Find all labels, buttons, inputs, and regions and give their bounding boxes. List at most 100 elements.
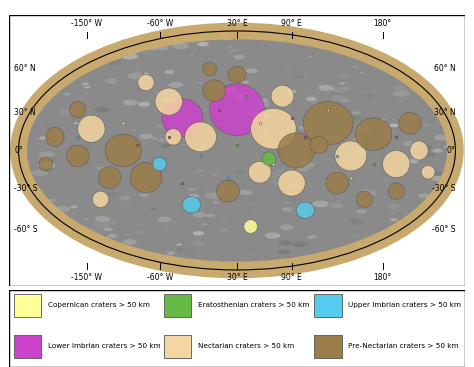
Ellipse shape bbox=[234, 142, 239, 144]
Ellipse shape bbox=[138, 102, 150, 106]
Ellipse shape bbox=[220, 88, 236, 94]
Ellipse shape bbox=[165, 129, 182, 145]
Ellipse shape bbox=[78, 115, 105, 142]
Ellipse shape bbox=[201, 146, 205, 148]
Ellipse shape bbox=[327, 158, 333, 160]
Ellipse shape bbox=[84, 218, 88, 219]
Ellipse shape bbox=[189, 194, 199, 198]
Ellipse shape bbox=[412, 161, 420, 164]
Ellipse shape bbox=[162, 99, 203, 137]
Ellipse shape bbox=[182, 248, 195, 253]
Ellipse shape bbox=[296, 166, 310, 172]
Ellipse shape bbox=[318, 84, 328, 88]
Ellipse shape bbox=[349, 218, 358, 222]
Text: Lower Imbrian craters > 50 km: Lower Imbrian craters > 50 km bbox=[48, 343, 161, 349]
Ellipse shape bbox=[278, 240, 292, 246]
Ellipse shape bbox=[39, 157, 53, 171]
Ellipse shape bbox=[310, 135, 314, 137]
Ellipse shape bbox=[356, 118, 392, 150]
Ellipse shape bbox=[186, 199, 201, 205]
Ellipse shape bbox=[356, 126, 370, 132]
Ellipse shape bbox=[70, 102, 86, 118]
Text: 30° E: 30° E bbox=[227, 273, 247, 282]
Ellipse shape bbox=[121, 206, 132, 210]
Ellipse shape bbox=[288, 222, 296, 226]
Ellipse shape bbox=[421, 166, 435, 179]
Ellipse shape bbox=[331, 95, 345, 101]
Ellipse shape bbox=[81, 113, 90, 117]
Ellipse shape bbox=[227, 46, 232, 48]
Ellipse shape bbox=[388, 204, 400, 209]
Ellipse shape bbox=[430, 171, 443, 176]
Text: -150° W: -150° W bbox=[71, 19, 102, 28]
Ellipse shape bbox=[236, 170, 246, 174]
Text: Upper Imbrian craters > 50 km: Upper Imbrian craters > 50 km bbox=[348, 302, 462, 308]
Ellipse shape bbox=[191, 169, 194, 170]
Ellipse shape bbox=[188, 53, 196, 56]
Ellipse shape bbox=[70, 206, 78, 208]
Ellipse shape bbox=[325, 100, 338, 106]
Ellipse shape bbox=[185, 122, 217, 152]
Ellipse shape bbox=[273, 235, 279, 237]
Ellipse shape bbox=[399, 116, 405, 118]
Ellipse shape bbox=[157, 124, 167, 128]
Ellipse shape bbox=[246, 207, 253, 209]
Ellipse shape bbox=[168, 82, 183, 88]
Ellipse shape bbox=[356, 209, 366, 214]
Ellipse shape bbox=[250, 164, 255, 167]
Ellipse shape bbox=[105, 79, 118, 84]
FancyBboxPatch shape bbox=[314, 335, 342, 358]
Ellipse shape bbox=[193, 231, 204, 236]
Ellipse shape bbox=[423, 124, 430, 127]
Text: Copernican craters > 50 km: Copernican craters > 50 km bbox=[48, 302, 150, 308]
Ellipse shape bbox=[370, 193, 375, 195]
FancyBboxPatch shape bbox=[164, 294, 191, 317]
Ellipse shape bbox=[248, 161, 271, 183]
Ellipse shape bbox=[123, 99, 138, 105]
Ellipse shape bbox=[225, 50, 229, 52]
Ellipse shape bbox=[262, 152, 276, 166]
Ellipse shape bbox=[310, 137, 328, 154]
Ellipse shape bbox=[351, 71, 358, 74]
Ellipse shape bbox=[280, 225, 294, 230]
Ellipse shape bbox=[222, 220, 227, 222]
Text: 0°: 0° bbox=[14, 146, 23, 155]
Text: Nectarian craters > 50 km: Nectarian craters > 50 km bbox=[198, 343, 294, 349]
Text: -60° S: -60° S bbox=[432, 225, 456, 234]
FancyBboxPatch shape bbox=[9, 290, 465, 367]
Ellipse shape bbox=[233, 55, 245, 59]
Ellipse shape bbox=[312, 201, 329, 207]
Ellipse shape bbox=[192, 212, 207, 218]
Ellipse shape bbox=[235, 93, 250, 99]
Ellipse shape bbox=[178, 179, 185, 182]
Ellipse shape bbox=[353, 66, 357, 68]
Ellipse shape bbox=[219, 179, 226, 182]
Ellipse shape bbox=[32, 170, 48, 176]
Ellipse shape bbox=[199, 191, 203, 193]
Ellipse shape bbox=[361, 189, 375, 195]
Ellipse shape bbox=[130, 163, 162, 193]
Ellipse shape bbox=[423, 146, 432, 149]
Ellipse shape bbox=[76, 225, 89, 230]
Ellipse shape bbox=[258, 98, 268, 102]
Ellipse shape bbox=[269, 172, 285, 178]
Ellipse shape bbox=[282, 207, 293, 212]
Ellipse shape bbox=[82, 83, 89, 86]
Ellipse shape bbox=[301, 162, 316, 168]
Ellipse shape bbox=[105, 134, 141, 167]
Ellipse shape bbox=[104, 228, 113, 231]
Ellipse shape bbox=[306, 90, 310, 91]
Ellipse shape bbox=[86, 228, 102, 234]
Ellipse shape bbox=[26, 158, 40, 164]
Ellipse shape bbox=[64, 93, 71, 95]
Ellipse shape bbox=[202, 223, 207, 225]
Ellipse shape bbox=[164, 98, 178, 104]
Ellipse shape bbox=[269, 95, 276, 98]
Ellipse shape bbox=[38, 167, 48, 171]
FancyBboxPatch shape bbox=[14, 335, 41, 358]
Ellipse shape bbox=[213, 174, 218, 176]
Ellipse shape bbox=[304, 234, 311, 236]
Ellipse shape bbox=[136, 70, 141, 73]
Ellipse shape bbox=[347, 115, 361, 121]
Ellipse shape bbox=[251, 112, 267, 119]
